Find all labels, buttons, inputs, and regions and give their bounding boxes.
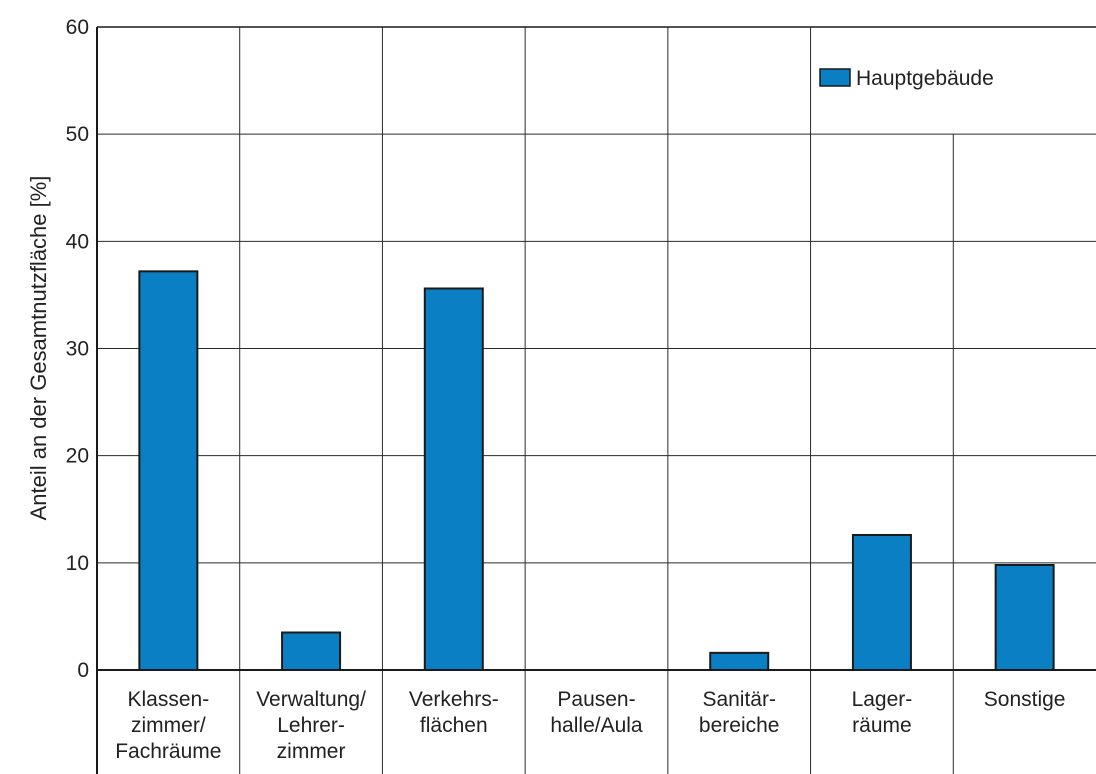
legend-swatch xyxy=(819,68,851,87)
category-labels: Klassen-zimmer/Fachräume Verwaltung/Lehre… xyxy=(115,688,1065,763)
bars xyxy=(138,270,1055,672)
bar-0 xyxy=(138,270,199,671)
grid-lines xyxy=(97,26,1096,774)
y-tick-label-6: 60 xyxy=(66,16,89,39)
y-tick-label-2: 20 xyxy=(66,445,89,468)
category-label-1-1: Lehrer- xyxy=(277,714,345,737)
category-label-4-0: Sanitär- xyxy=(702,688,776,711)
bar-1 xyxy=(281,631,342,671)
y-tick-label-0: 0 xyxy=(77,659,89,682)
legend-label: Hauptgebäude xyxy=(856,67,994,90)
y-tick-label-3: 30 xyxy=(66,338,89,361)
y-axis-label: Anteil an der Gesamtnutzfläche [%] xyxy=(26,176,51,521)
y-tick-labels: 0 10 20 30 40 50 60 xyxy=(66,16,89,682)
category-label-0-0: Klassen- xyxy=(128,688,210,711)
category-label-2-0: Verkehrs- xyxy=(409,688,499,711)
category-label-1-0: Verwaltung/ xyxy=(256,688,366,711)
bar-5 xyxy=(851,533,912,671)
category-label-5-0: Lager- xyxy=(852,688,913,711)
category-label-0-2: Fachräume xyxy=(115,740,221,763)
category-label-6-0: Sonstige xyxy=(984,688,1066,711)
category-label-3-1: halle/Aula xyxy=(550,714,643,737)
category-label-4-1: bereiche xyxy=(699,714,780,737)
legend: Hauptgebäude xyxy=(819,67,994,90)
y-tick-label-4: 40 xyxy=(66,230,89,253)
bar-2 xyxy=(423,287,484,671)
bar-6 xyxy=(994,563,1055,672)
y-tick-label-5: 50 xyxy=(66,123,89,146)
bar-4 xyxy=(709,651,770,671)
y-tick-label-1: 10 xyxy=(66,552,89,575)
category-label-5-1: räume xyxy=(852,714,912,737)
category-label-3-0: Pausen- xyxy=(557,688,635,711)
axes xyxy=(96,26,1096,774)
category-label-1-2: zimmer xyxy=(277,740,346,763)
category-label-2-1: flächen xyxy=(420,714,488,737)
category-label-0-1: zimmer/ xyxy=(131,714,206,737)
